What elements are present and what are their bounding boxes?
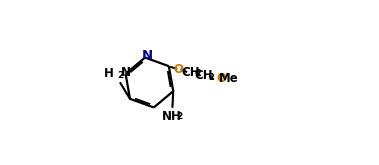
Text: H: H <box>104 67 114 80</box>
Text: N: N <box>142 49 153 62</box>
Text: 2: 2 <box>208 73 214 82</box>
Text: O: O <box>174 63 184 76</box>
Text: O: O <box>216 72 226 85</box>
Text: 2: 2 <box>118 71 124 80</box>
Text: CH: CH <box>182 66 200 79</box>
Text: Me: Me <box>219 72 239 85</box>
Text: N: N <box>121 66 130 80</box>
Text: CH: CH <box>195 69 213 82</box>
Text: 2: 2 <box>195 69 201 78</box>
Text: NH: NH <box>162 110 182 123</box>
Text: 2: 2 <box>177 112 183 121</box>
